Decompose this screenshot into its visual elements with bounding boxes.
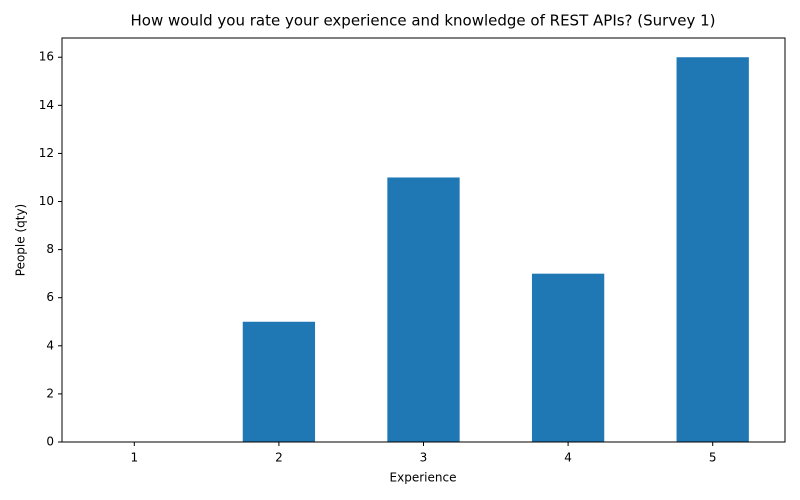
x-tick-label: 5 xyxy=(709,451,717,465)
y-tick-label: 10 xyxy=(39,194,54,208)
x-tick-label: 3 xyxy=(420,451,428,465)
x-axis-label: Experience xyxy=(390,471,457,485)
bar xyxy=(387,177,460,442)
bar xyxy=(242,321,316,442)
y-tick-label: 2 xyxy=(46,386,54,400)
x-tick-label: 1 xyxy=(130,451,138,465)
y-tick-label: 16 xyxy=(39,50,54,64)
y-axis-label: People (qty) xyxy=(14,204,28,276)
y-tick-label: 8 xyxy=(46,242,54,256)
axes-frame xyxy=(61,37,786,443)
y-tick-label: 6 xyxy=(46,290,54,304)
y-tick-label: 4 xyxy=(46,338,54,352)
x-tick-label: 2 xyxy=(275,451,283,465)
y-tick-label: 12 xyxy=(39,146,54,160)
chart-title: How would you rate your experience and k… xyxy=(131,12,716,30)
y-tick-label: 0 xyxy=(46,435,54,449)
bar xyxy=(676,57,749,442)
y-tick-label: 14 xyxy=(39,98,54,112)
x-tick-label: 4 xyxy=(564,451,572,465)
bar xyxy=(531,273,605,442)
